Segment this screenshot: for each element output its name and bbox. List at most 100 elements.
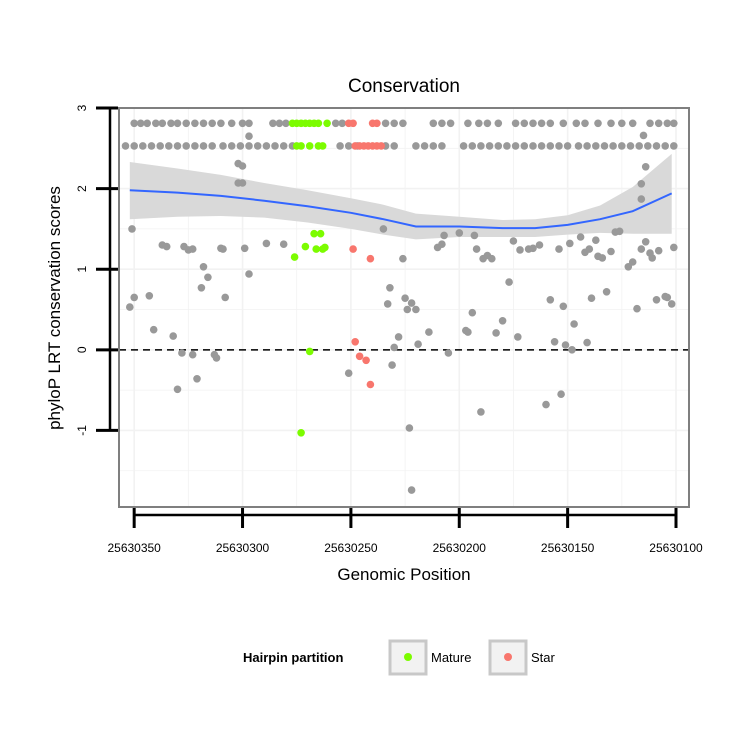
data-point-other (145, 292, 154, 300)
data-point-other (607, 247, 615, 256)
data-point-other (546, 142, 555, 150)
data-point-mature (297, 142, 305, 150)
x-tick-label: 25630200 (433, 541, 487, 555)
data-point-other (279, 142, 288, 150)
data-point-other (204, 273, 212, 282)
legend: Hairpin partition Mature Star (243, 639, 556, 676)
data-point-other (639, 131, 648, 140)
smooth-trend-line (129, 189, 673, 230)
data-point-other (661, 142, 669, 150)
x-tick-label: 25630250 (324, 541, 378, 555)
data-point-mature (316, 229, 325, 238)
data-point-other (514, 333, 522, 341)
data-point-other (219, 245, 227, 253)
data-point-other (271, 142, 279, 150)
data-point-star (349, 119, 357, 128)
data-point-other (401, 294, 409, 303)
data-point-star (366, 380, 375, 389)
data-point-other (412, 142, 420, 150)
legend-key-mature-box (388, 639, 428, 676)
data-point-other (245, 270, 253, 278)
data-point-mature (297, 429, 305, 437)
data-point-other (464, 328, 472, 336)
data-point-other (520, 142, 529, 150)
data-point-other (563, 142, 572, 150)
data-point-other (646, 119, 654, 128)
data-point-other (537, 119, 546, 128)
data-point-other (488, 254, 496, 263)
data-point-other (379, 225, 388, 233)
data-point-other (637, 195, 646, 203)
data-point-other (598, 254, 607, 262)
data-point-other (130, 142, 138, 150)
data-point-other (399, 119, 407, 128)
data-point-other (167, 119, 175, 128)
data-point-other (444, 349, 453, 357)
data-point-other (425, 328, 433, 336)
data-point-star (366, 254, 375, 263)
data-point-other (386, 284, 394, 292)
data-point-other (633, 304, 641, 313)
data-point-other (152, 119, 160, 128)
data-point-other (459, 142, 468, 150)
x-axis-title: Genomic Position (337, 565, 470, 584)
data-point-other (245, 132, 253, 140)
data-point-other (193, 375, 201, 383)
data-point-other (182, 119, 190, 128)
data-point-other (626, 142, 635, 150)
data-point-other (561, 341, 570, 349)
data-point-other (641, 238, 650, 246)
data-point-other (509, 237, 518, 245)
data-point-other (245, 142, 253, 150)
data-point-other (188, 245, 197, 253)
data-point-other (188, 350, 197, 359)
data-point-other (583, 142, 591, 150)
data-point-other (566, 239, 574, 248)
data-point-other (470, 231, 479, 240)
data-point-other (236, 142, 245, 150)
data-point-other (173, 385, 182, 394)
data-point-other (191, 119, 199, 128)
data-point-other (412, 305, 420, 314)
data-point-other (407, 299, 416, 307)
data-point-other (503, 142, 511, 150)
data-point-other (516, 246, 524, 254)
data-point-other (390, 343, 399, 352)
data-point-other (121, 142, 130, 150)
data-point-other (388, 361, 396, 369)
data-point-star (349, 245, 357, 253)
data-point-other (477, 142, 485, 150)
data-point-other (559, 119, 568, 128)
data-point-other (511, 119, 520, 128)
data-point-other (221, 293, 229, 302)
y-tick-label: 0 (75, 346, 89, 353)
data-point-other (581, 119, 589, 128)
x-tick-label: 25630100 (649, 541, 703, 555)
data-point-other (405, 424, 414, 432)
data-point-other (654, 119, 663, 128)
data-point-mature (290, 253, 299, 261)
data-point-other (390, 119, 399, 128)
data-point-other (574, 142, 583, 150)
legend-label-star: Star (531, 650, 556, 665)
data-point-other (635, 142, 643, 150)
legend-key-mature-dot (404, 653, 412, 661)
data-point-other (546, 119, 555, 128)
data-point-other (667, 300, 676, 308)
data-point-other (602, 288, 611, 296)
y-tick-label: 3 (75, 104, 89, 111)
data-point-star (362, 356, 370, 365)
data-point-other (648, 254, 656, 262)
data-point-other (338, 119, 347, 128)
data-point-other (390, 142, 399, 150)
data-point-other (403, 305, 412, 314)
data-point-other (130, 293, 138, 302)
data-points (121, 119, 678, 494)
data-point-other (438, 142, 446, 150)
data-point-mature (305, 347, 314, 356)
data-point-other (197, 284, 206, 292)
data-point-mature (312, 245, 321, 253)
data-point-other (663, 119, 672, 128)
data-point-other (440, 231, 448, 240)
data-point-other (438, 119, 446, 128)
